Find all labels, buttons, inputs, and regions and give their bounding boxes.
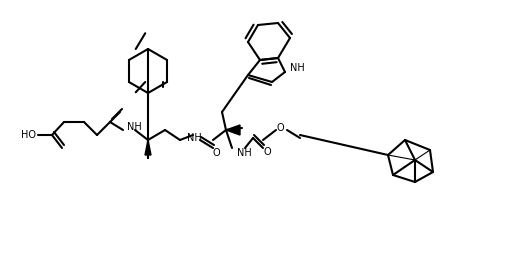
Text: NH: NH: [127, 122, 142, 132]
Text: NH: NH: [237, 148, 252, 158]
Polygon shape: [226, 125, 240, 135]
Text: HO: HO: [21, 130, 35, 140]
Polygon shape: [145, 140, 151, 155]
Text: O: O: [212, 148, 220, 158]
Text: NH: NH: [187, 133, 202, 143]
Text: O: O: [263, 147, 271, 157]
Text: NH: NH: [290, 63, 305, 73]
Text: O: O: [276, 123, 284, 133]
